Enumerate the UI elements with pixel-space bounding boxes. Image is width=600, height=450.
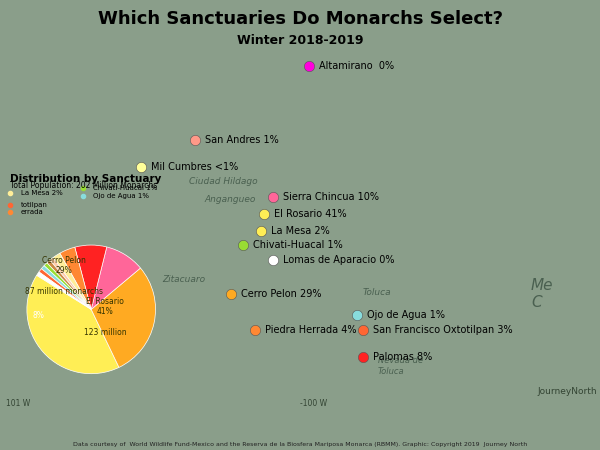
Point: [358, 326, 368, 333]
Wedge shape: [75, 245, 107, 310]
Text: Palomas 8%: Palomas 8%: [373, 352, 432, 362]
Text: San Andres 1%: San Andres 1%: [205, 135, 278, 144]
Wedge shape: [60, 247, 91, 310]
Point: [259, 210, 269, 217]
Point: [226, 290, 236, 297]
Text: Cerro Pelon
29%

87 million monarchs: Cerro Pelon 29% 87 million monarchs: [25, 256, 103, 296]
Text: Altamirano  0%: Altamirano 0%: [319, 61, 394, 71]
Wedge shape: [91, 247, 140, 310]
Text: San Francisco Oxtotilpan 3%: San Francisco Oxtotilpan 3%: [373, 325, 512, 335]
Text: La Mesa 2%: La Mesa 2%: [271, 225, 329, 235]
Text: errada: errada: [20, 209, 43, 215]
Text: Chivati-Huacal 1%: Chivati-Huacal 1%: [93, 185, 158, 191]
Text: Ciudad Hildago: Ciudad Hildago: [189, 176, 257, 185]
Text: totilpan: totilpan: [20, 202, 47, 208]
Point: [268, 193, 278, 200]
Wedge shape: [47, 260, 91, 310]
Text: -100 W: -100 W: [300, 400, 327, 409]
Wedge shape: [53, 253, 91, 310]
Text: Which Sanctuaries Do Monarchs Select?: Which Sanctuaries Do Monarchs Select?: [97, 10, 503, 28]
Text: 101 W: 101 W: [6, 400, 30, 409]
Text: El Rosario 41%: El Rosario 41%: [274, 209, 346, 219]
Text: Zitacuaro: Zitacuaro: [162, 274, 205, 284]
Text: JourneyNorth: JourneyNorth: [537, 387, 596, 396]
Wedge shape: [44, 263, 91, 310]
Text: Toluca: Toluca: [363, 288, 392, 297]
Text: Ojo de Agua 1%: Ojo de Agua 1%: [367, 310, 445, 320]
Text: Chivati-Huacal 1%: Chivati-Huacal 1%: [253, 240, 343, 250]
Point: [268, 256, 278, 264]
Text: Nevada de
Toluca: Nevada de Toluca: [378, 356, 423, 376]
Point: [358, 354, 368, 361]
Point: [304, 62, 314, 69]
Text: La Mesa 2%: La Mesa 2%: [20, 189, 62, 196]
Point: [136, 163, 146, 171]
Text: Sierra Chincua 10%: Sierra Chincua 10%: [283, 192, 379, 202]
Point: [238, 242, 248, 249]
Wedge shape: [50, 257, 91, 310]
Text: Winter 2018-2019: Winter 2018-2019: [237, 34, 363, 47]
Point: [256, 227, 266, 234]
Text: Angangueo: Angangueo: [204, 195, 256, 204]
Text: Data courtesy of  World Wildlife Fund-Mexico and the Reserva de la Biosfera Mari: Data courtesy of World Wildlife Fund-Mex…: [73, 442, 527, 447]
Text: El Rosario
41%

123 million: El Rosario 41% 123 million: [84, 297, 127, 337]
Wedge shape: [41, 266, 91, 310]
Point: [352, 311, 362, 319]
Text: 8%: 8%: [32, 311, 44, 320]
Wedge shape: [91, 268, 155, 367]
Text: Piedra Herrada 4%: Piedra Herrada 4%: [265, 325, 356, 335]
Wedge shape: [37, 272, 91, 310]
Text: Lomas de Aparacio 0%: Lomas de Aparacio 0%: [283, 255, 394, 265]
Text: Me
C: Me C: [531, 278, 554, 310]
Text: Total Population: 202 Million Monarchs: Total Population: 202 Million Monarchs: [10, 181, 157, 190]
Point: [250, 326, 260, 333]
Text: Distribution by Sanctuary: Distribution by Sanctuary: [10, 175, 161, 184]
Text: Ojo de Agua 1%: Ojo de Agua 1%: [93, 193, 149, 199]
Text: Cerro Pelon 29%: Cerro Pelon 29%: [241, 289, 321, 299]
Wedge shape: [27, 275, 119, 374]
Wedge shape: [39, 269, 91, 310]
Point: [190, 136, 200, 143]
Text: Mil Cumbres <1%: Mil Cumbres <1%: [151, 162, 238, 172]
